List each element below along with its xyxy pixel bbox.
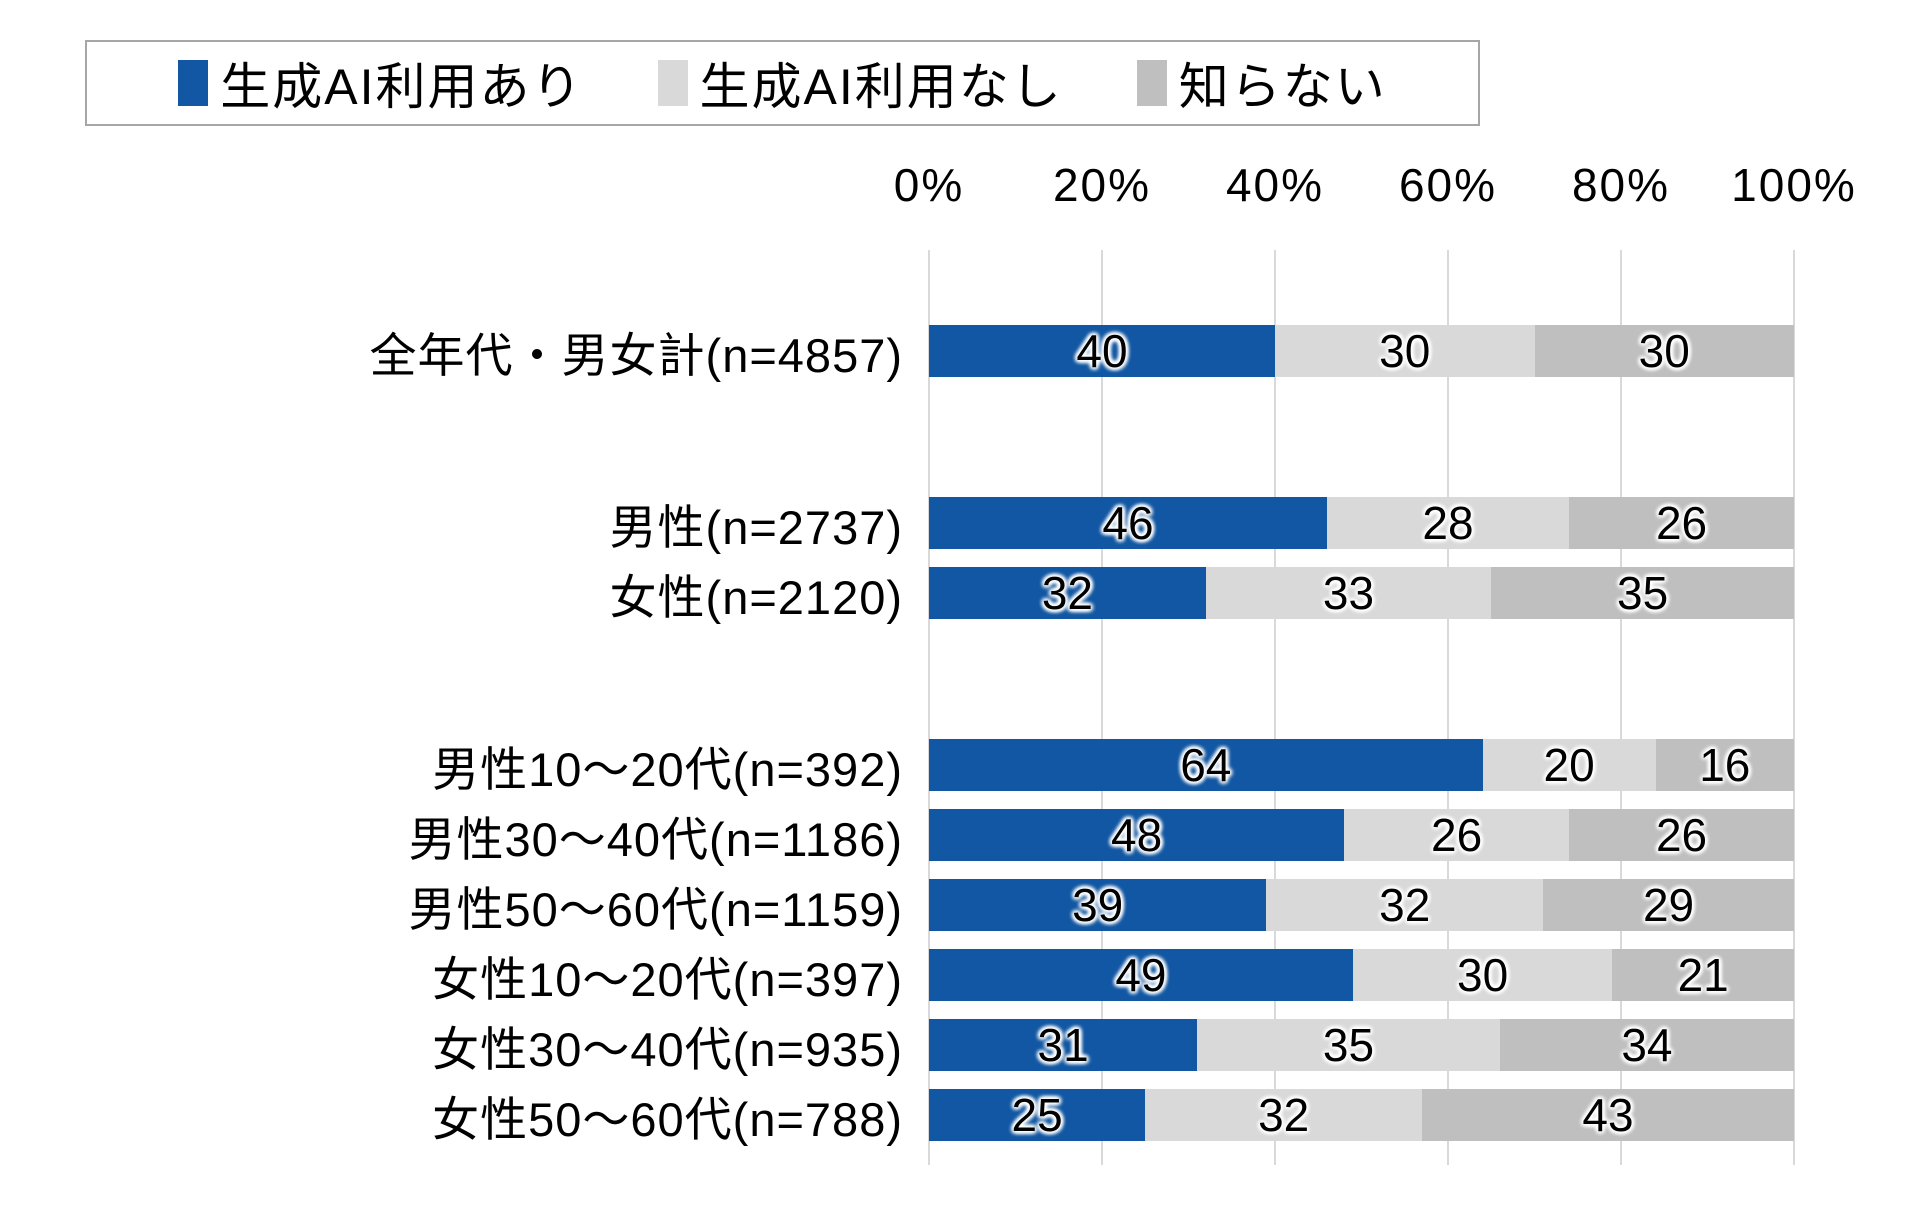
bar-segment: 33: [1205, 567, 1492, 619]
bar-segment: 49: [929, 949, 1353, 1001]
bar-segment: 26: [1344, 809, 1570, 861]
gridline: [1274, 250, 1276, 1165]
bar-value-label: 20: [1543, 739, 1595, 791]
axis-tick-label: 0%: [893, 159, 965, 211]
bar-value-label: 30: [1379, 325, 1431, 377]
axis-tick-label: 40%: [1225, 159, 1325, 211]
category-label: 男性10〜20代(n=392): [432, 742, 903, 796]
bar-value-label: 46: [1102, 497, 1154, 549]
bar-value-label: 25: [1011, 1089, 1063, 1141]
bar-row: 64 20 16: [929, 739, 1794, 791]
bar-value-label: 16: [1699, 739, 1751, 791]
category-label: 女性10〜20代(n=397): [432, 952, 903, 1006]
gridline: [1447, 250, 1449, 1165]
bar-value-label: 21: [1677, 949, 1729, 1001]
bar-value-label: 32: [1041, 567, 1093, 619]
bar-row: 25 32 43: [929, 1089, 1794, 1141]
bar-segment: 64: [929, 739, 1483, 791]
bar-value-label: 43: [1582, 1089, 1634, 1141]
category-label: 全年代・男女計(n=4857): [369, 328, 903, 382]
bar-row: 46 28 26: [929, 497, 1794, 549]
category-label: 女性(n=2120): [609, 570, 903, 624]
bar-value-label: 40: [1076, 325, 1128, 377]
category-label: 女性50〜60代(n=788): [432, 1092, 903, 1146]
bar-segment: 43: [1422, 1089, 1794, 1141]
bar-value-label: 34: [1621, 1019, 1673, 1071]
legend-item-not-used: 生成AI利用なし: [657, 47, 1063, 119]
bar-value-label: 39: [1072, 879, 1124, 931]
bar-value-label: 35: [1617, 567, 1669, 619]
bar-segment: 30: [1352, 949, 1613, 1001]
gridline: [928, 250, 930, 1165]
bar-segment: 32: [1266, 879, 1544, 931]
bar-segment: 25: [929, 1089, 1146, 1141]
legend-label: 生成AI利用あり: [220, 59, 584, 115]
bar-value-label: 32: [1379, 879, 1431, 931]
bar-segment: 29: [1543, 879, 1794, 931]
legend: 生成AI利用あり 生成AI利用なし 知らない: [85, 40, 1480, 126]
legend-item-used: 生成AI利用あり: [178, 47, 583, 119]
legend-swatch: [178, 60, 209, 106]
bar-segment: 30: [1534, 325, 1794, 377]
bar-value-label: 64: [1180, 739, 1232, 791]
bar-value-label: 29: [1642, 879, 1695, 931]
bar-segment: 35: [1197, 1019, 1500, 1071]
bar-segment: 39: [929, 879, 1267, 931]
bar-segment: 31: [929, 1019, 1198, 1071]
gridline: [1620, 250, 1622, 1165]
bar-value-label: 31: [1037, 1019, 1089, 1071]
bar-row: 32 33 35: [929, 567, 1794, 619]
bar-segment: 16: [1655, 739, 1794, 791]
bar-row: 48 26 26: [929, 809, 1794, 861]
legend-label: 知らない: [1178, 59, 1387, 115]
legend-swatch: [1136, 60, 1167, 106]
bar-value-label: 30: [1638, 325, 1690, 377]
bar-row: 31 35 34: [929, 1019, 1794, 1071]
bar-value-label: 49: [1115, 949, 1167, 1001]
bar-segment: 46: [929, 497, 1327, 549]
bar-segment: 40: [929, 325, 1275, 377]
bar-segment: 28: [1326, 497, 1570, 549]
bar-value-label: 26: [1655, 809, 1708, 861]
bar-row: 40 30 30: [929, 325, 1794, 377]
category-label: 男性50〜60代(n=1159): [408, 882, 903, 936]
category-label: 男性30〜40代(n=1186): [408, 812, 903, 866]
bar-row: 49 30 21: [929, 949, 1794, 1001]
gridline: [1793, 250, 1795, 1165]
bar-segment: 26: [1569, 497, 1794, 549]
bar-segment: 20: [1482, 739, 1656, 791]
axis-tick-label: 20%: [1052, 159, 1152, 211]
bar-segment: 35: [1491, 567, 1794, 619]
axis-tick-label: 80%: [1571, 159, 1671, 211]
bar-value-label: 32: [1258, 1089, 1310, 1141]
bar-segment: 48: [929, 809, 1345, 861]
bar-value-label: 33: [1322, 567, 1375, 619]
category-label: 男性(n=2737): [609, 500, 903, 554]
bar-segment: 21: [1612, 949, 1794, 1001]
bar-value-label: 26: [1431, 809, 1483, 861]
bar-value-label: 30: [1457, 949, 1509, 1001]
bar-segment: 32: [929, 567, 1206, 619]
axis-tick-label: 100%: [1731, 159, 1857, 211]
category-label: 女性30〜40代(n=935): [432, 1022, 903, 1076]
bar-segment: 34: [1499, 1019, 1794, 1071]
bar-segment: 26: [1569, 809, 1794, 861]
gridline: [1101, 250, 1103, 1165]
legend-item-dont-know: 知らない: [1136, 47, 1387, 119]
axis-tick-label: 60%: [1398, 159, 1498, 211]
bar-value-label: 35: [1322, 1019, 1375, 1071]
bar-segment: 30: [1275, 325, 1535, 377]
bar-segment: 32: [1145, 1089, 1423, 1141]
legend-label: 生成AI利用なし: [699, 59, 1063, 115]
bar-value-label: 26: [1655, 497, 1708, 549]
bar-value-label: 48: [1111, 809, 1163, 861]
bar-value-label: 28: [1422, 497, 1474, 549]
legend-swatch: [657, 60, 688, 106]
bar-row: 39 32 29: [929, 879, 1794, 931]
